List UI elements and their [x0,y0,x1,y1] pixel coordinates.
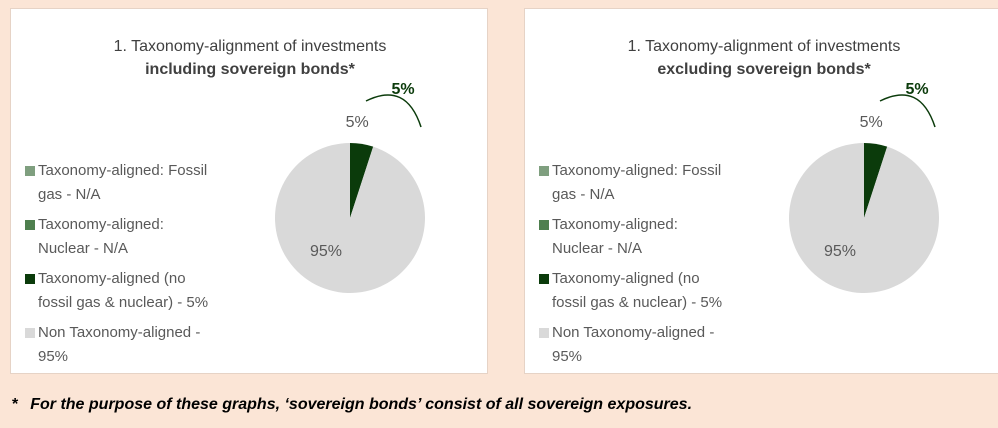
legend-item: Taxonomy-aligned: Nuclear - N/A [539,213,729,261]
chart: 1. Taxonomy-alignment of investments excl… [628,38,939,293]
slice-label: 5% [860,114,883,131]
chart-subtitle: including sovereign bonds* [145,61,356,78]
chart-title: 1. Taxonomy-alignment of investments [114,38,387,55]
legend-swatch [25,220,35,230]
legend-label: Taxonomy-aligned (no fossil gas & nuclea… [38,270,209,311]
legend-label: Taxonomy-aligned: Fossil gas - N/A [38,162,208,203]
legend-swatch [25,274,35,284]
legend-swatch [539,274,549,284]
legend-item: Taxonomy-aligned (no fossil gas & nuclea… [539,267,729,315]
legend-item: Non Taxonomy-aligned - 95% [539,321,729,369]
footnote: * For the purpose of these graphs, ‘sover… [12,396,692,414]
legend-label: Taxonomy-aligned: Nuclear - N/A [38,216,164,257]
slice-label: 5% [346,114,369,131]
chart: 1. Taxonomy-alignment of investments incl… [114,38,425,293]
legend-item: Taxonomy-aligned (no fossil gas & nuclea… [25,267,215,315]
legend-swatch [539,328,549,338]
annotation: 5% [905,81,928,98]
chart-subtitle: excluding sovereign bonds* [657,61,871,78]
annotation-arc [879,94,936,128]
footnote-marker: * [12,396,19,413]
legend-label: Taxonomy-aligned: Nuclear - N/A [552,216,678,257]
legend-swatch [539,220,549,230]
annotation: 5% [391,81,414,98]
pie-slice [789,143,939,293]
legend-item: Taxonomy-aligned: Nuclear - N/A [25,213,215,261]
pie-slice [864,143,888,218]
legend-item: Non Taxonomy-aligned - 95% [25,321,215,369]
legend-item: Taxonomy-aligned: Fossil gas - N/A [25,159,215,207]
legend-label: Non Taxonomy-aligned - 95% [38,324,201,365]
legend: Taxonomy-aligned: Fossil gas - N/A Taxono… [25,159,215,375]
legend-label: Taxonomy-aligned: Fossil gas - N/A [552,162,722,203]
legend-item: Taxonomy-aligned: Fossil gas - N/A [539,159,729,207]
legend-swatch [25,328,35,338]
slice-label: 95% [824,243,856,260]
legend: Taxonomy-aligned: Fossil gas - N/A Taxono… [539,159,729,375]
footnote-text: For the purpose of these graphs, ‘sovere… [30,396,693,413]
legend-swatch [25,166,35,176]
chart-panel: 1. Taxonomy-alignment of investments incl… [10,8,488,374]
legend-label: Non Taxonomy-aligned - 95% [552,324,715,365]
chart-title: 1. Taxonomy-alignment of investments [628,38,901,55]
pie-slice [350,143,374,218]
legend-label: Taxonomy-aligned (no fossil gas & nuclea… [552,270,723,311]
pie-slice [275,143,425,293]
chart-panel: 1. Taxonomy-alignment of investments excl… [524,8,998,374]
slice-label: 95% [310,243,342,260]
legend-swatch [539,166,549,176]
annotation-arc [365,94,422,128]
